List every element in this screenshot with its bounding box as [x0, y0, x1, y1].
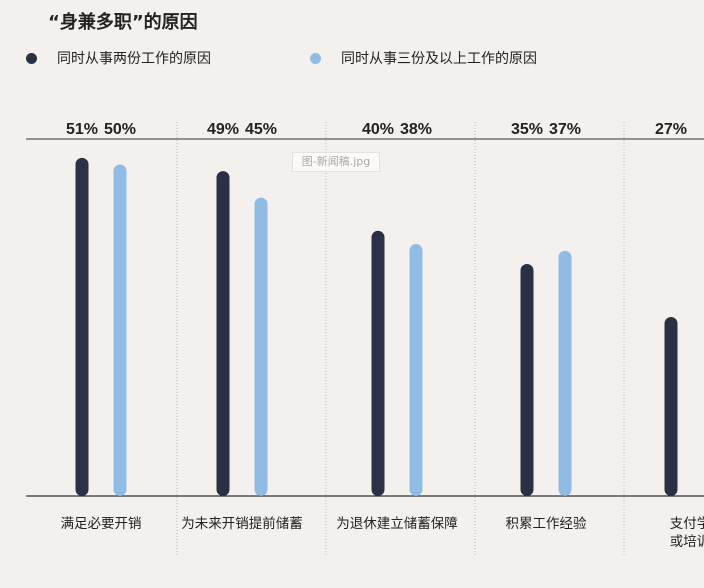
- legend-label-three-jobs: 同时从事三份及以上工作的原因: [341, 51, 537, 67]
- category-label-5-line-2: 或培训: [670, 534, 704, 550]
- chart-title: “身兼多职”的原因: [48, 12, 198, 33]
- value-label-series-2-cat-4: 37%: [549, 121, 581, 138]
- legend-marker-dark-dot: [26, 53, 37, 64]
- category-label-4: 积累工作经验: [506, 516, 587, 532]
- value-label-series-1-cat-2: 49%: [207, 121, 239, 138]
- legend-item-three-jobs: 同时从事三份及以上工作的原因: [310, 48, 537, 68]
- category-label-2: 为未来开销提前储蓄: [181, 515, 303, 532]
- bar-series-1-cat-2: [216, 171, 230, 496]
- bar-series-1-cat-1: [75, 157, 89, 496]
- value-label-series-1-cat-4: 35%: [511, 121, 543, 138]
- value-label-series-2-cat-1: 50%: [104, 121, 136, 138]
- legend-item-two-jobs: 同时从事两份工作的原因: [26, 48, 211, 68]
- value-label-series-2-cat-3: 38%: [400, 121, 432, 138]
- value-label-series-1-cat-3: 40%: [362, 121, 394, 138]
- category-label-1: 满足必要开销: [61, 516, 142, 532]
- watermark-label: 图-新闻稿.jpg: [292, 152, 380, 172]
- bar-series-1-cat-3: [371, 230, 385, 497]
- category-label-5-line-1: 支付学: [670, 516, 704, 532]
- bar-series-1-cat-4: [520, 263, 534, 496]
- bar-series-2-cat-4: [558, 250, 572, 496]
- bar-series-1-cat-5: [664, 316, 678, 496]
- legend-marker-blue-dot: [310, 53, 321, 64]
- bar-series-2-cat-1: [113, 164, 127, 496]
- bar-series-2-cat-2: [254, 197, 268, 496]
- value-label-series-2-cat-2: 45%: [245, 121, 277, 138]
- value-label-series-1-cat-5: 27%: [655, 121, 687, 138]
- legend-label-two-jobs: 同时从事两份工作的原因: [57, 51, 211, 67]
- bar-series-2-cat-3: [409, 244, 423, 496]
- category-label-3: 为退休建立储蓄保障: [336, 516, 458, 532]
- value-label-series-1-cat-1: 51%: [66, 121, 98, 138]
